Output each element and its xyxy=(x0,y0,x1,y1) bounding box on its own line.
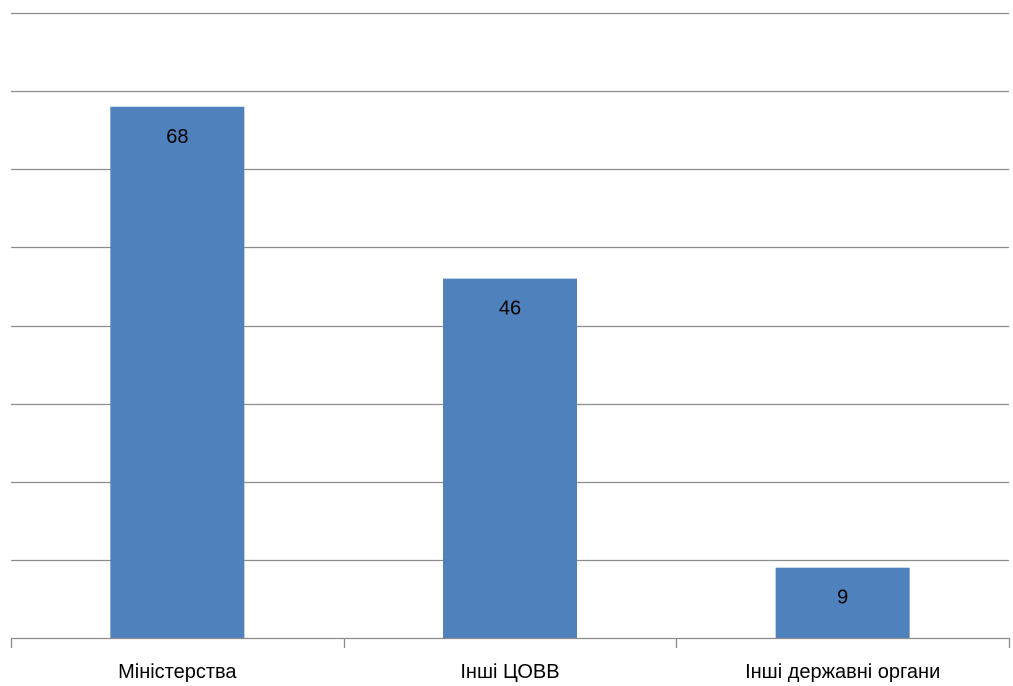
data-label: 46 xyxy=(499,298,521,320)
bar xyxy=(110,106,245,638)
bar xyxy=(775,567,910,638)
bar xyxy=(443,278,577,638)
data-label: 68 xyxy=(166,126,188,148)
x-axis: Міністерства Інші ЦОВВ Інші державні орган… xyxy=(10,637,1011,683)
x-tick-label: Інші ЦОВВ xyxy=(460,661,559,683)
x-tick-label: Інші державні органи xyxy=(745,661,940,683)
x-tick-label: Міністерства xyxy=(118,661,237,683)
data-labels: 68 46 9 xyxy=(166,126,848,609)
bars xyxy=(110,106,910,638)
data-label: 9 xyxy=(837,587,848,609)
